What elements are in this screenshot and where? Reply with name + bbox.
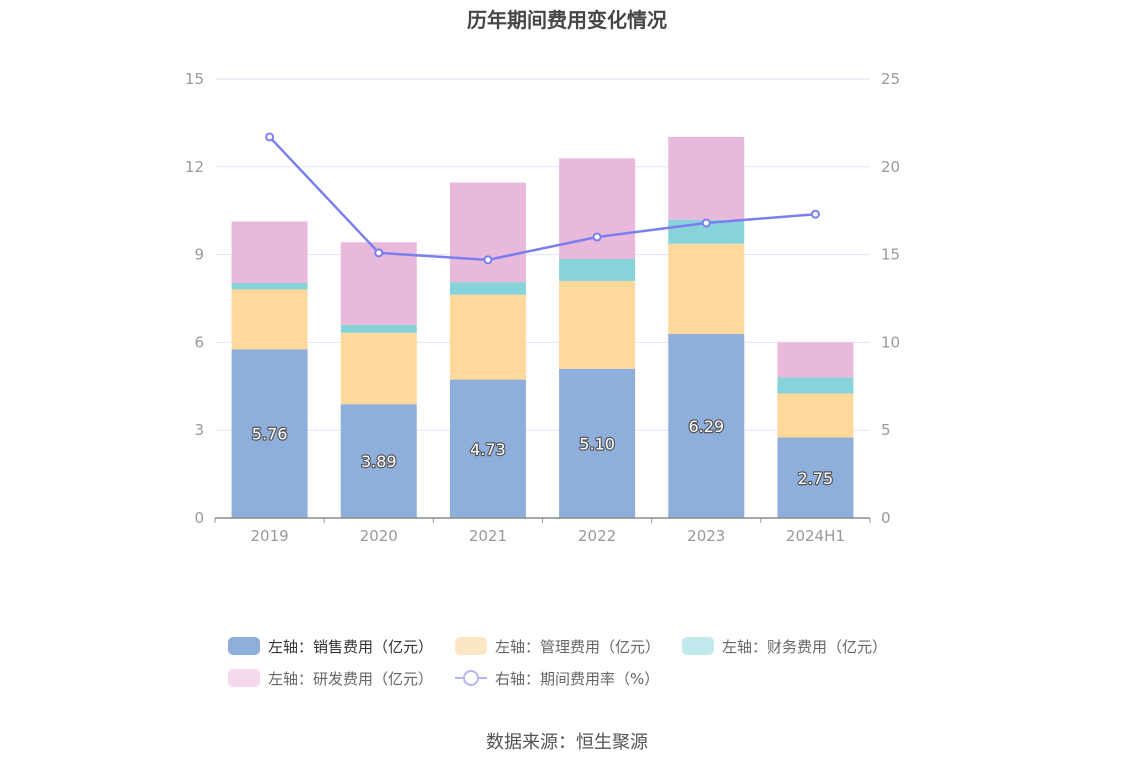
right-axis-tick-label: 0 bbox=[881, 509, 891, 527]
legend-label-rate: 右轴：期间费用率（%） bbox=[495, 669, 660, 688]
legend-swatch-finance bbox=[682, 637, 715, 655]
bar-rd-2019 bbox=[231, 221, 308, 283]
left-axis-tick-label: 9 bbox=[194, 246, 204, 264]
bar-sales-2023 bbox=[668, 333, 745, 518]
legend-swatch-rd bbox=[228, 669, 260, 687]
data-source: 数据来源：恒生聚源 bbox=[486, 732, 648, 753]
x-axis-tick-label: 2023 bbox=[687, 527, 725, 545]
legend-item-rate[interactable]: 右轴：期间费用率（%） bbox=[455, 668, 659, 689]
bar-admin-2020 bbox=[340, 332, 417, 405]
data-label-sales-2019: 5.76 bbox=[252, 425, 288, 444]
line-rate-point-2020 bbox=[374, 248, 384, 258]
data-label-sales-2020: 3.89 bbox=[361, 452, 397, 471]
line-rate-point-2024h1 bbox=[810, 209, 820, 219]
bar-admin-2023 bbox=[668, 243, 745, 334]
legend-item-finance[interactable]: 左轴：财务费用（亿元） bbox=[682, 636, 887, 657]
legend-row-2: 左轴：研发费用（亿元） 右轴：期间费用率（%） bbox=[228, 662, 928, 694]
data-label-sales-2021: 4.73 bbox=[470, 440, 506, 459]
stacked-bar-line-chart: 0 3 6 9 12 15 0 5 10 15 20 25 5.76 2019 3.89 2020 4.73 20… bbox=[185, 70, 900, 545]
right-axis-tick-label: 10 bbox=[881, 333, 900, 351]
right-axis-tick-label: 5 bbox=[881, 421, 891, 439]
bar-admin-2019 bbox=[231, 289, 308, 350]
legend: 左轴：销售费用（亿元） 左轴：管理费用（亿元） 左轴：财务费用（亿元） 左轴：研… bbox=[228, 630, 928, 694]
left-axis-tick-label: 3 bbox=[194, 421, 204, 439]
data-label-sales-2023: 6.29 bbox=[688, 417, 724, 436]
bar-finance-2020 bbox=[340, 324, 417, 333]
bar-finance-2024h1 bbox=[777, 377, 854, 394]
right-axis-tick-label: 20 bbox=[881, 158, 900, 176]
line-rate-point-2022 bbox=[592, 232, 602, 242]
bar-rd-2024h1 bbox=[777, 342, 854, 378]
legend-label-rd: 左轴：研发费用（亿元） bbox=[268, 669, 434, 688]
left-axis-tick-label: 12 bbox=[185, 158, 204, 176]
bar-admin-2024h1 bbox=[777, 393, 854, 438]
bar-finance-2021 bbox=[449, 282, 526, 295]
x-axis-tick-label: 2021 bbox=[469, 527, 507, 545]
line-rate-point-2021 bbox=[483, 255, 493, 265]
legend-row-1: 左轴：销售费用（亿元） 左轴：管理费用（亿元） 左轴：财务费用（亿元） bbox=[228, 630, 928, 662]
line-rate-point-2023 bbox=[701, 218, 711, 228]
chart-title: 历年期间费用变化情况 bbox=[467, 8, 667, 32]
bar-rd-2022 bbox=[559, 158, 636, 259]
bar-admin-2021 bbox=[449, 294, 526, 380]
legend-label-finance: 左轴：财务费用（亿元） bbox=[722, 637, 888, 656]
right-axis-tick-label: 15 bbox=[881, 246, 900, 264]
left-axis-tick-label: 15 bbox=[185, 70, 204, 88]
line-rate bbox=[268, 136, 816, 262]
legend-swatch-admin bbox=[455, 637, 488, 655]
legend-line-icon bbox=[455, 669, 488, 687]
bar-sales-2020 bbox=[340, 404, 417, 518]
left-axis-tick-label: 6 bbox=[194, 333, 204, 351]
right-axis-tick-label: 25 bbox=[881, 70, 900, 88]
legend-item-sales[interactable]: 左轴：销售费用（亿元） bbox=[228, 636, 433, 657]
legend-item-admin[interactable]: 左轴：管理费用（亿元） bbox=[455, 636, 660, 657]
left-axis-tick-label: 0 bbox=[194, 509, 204, 527]
x-axis-tick-label: 2020 bbox=[360, 527, 398, 545]
bar-rd-2021 bbox=[449, 182, 526, 283]
bar-sales-2021 bbox=[449, 379, 526, 518]
x-axis-tick-label: 2024H1 bbox=[786, 527, 845, 545]
legend-label-admin: 左轴：管理费用（亿元） bbox=[495, 637, 661, 656]
legend-label-sales: 左轴：销售费用（亿元） bbox=[268, 637, 434, 656]
x-axis-tick-label: 2022 bbox=[578, 527, 616, 545]
data-label-sales-2024h1: 2.75 bbox=[798, 469, 834, 488]
bar-finance-2019 bbox=[231, 282, 308, 290]
bar-sales-2024h1 bbox=[777, 437, 854, 518]
bar-rd-2023 bbox=[668, 136, 745, 220]
bar-admin-2022 bbox=[559, 280, 636, 369]
legend-item-rd[interactable]: 左轴：研发费用（亿元） bbox=[228, 668, 433, 689]
bar-finance-2022 bbox=[559, 258, 636, 281]
bar-sales-2022 bbox=[559, 368, 636, 518]
x-axis-tick-label: 2019 bbox=[250, 527, 288, 545]
bar-sales-2019 bbox=[231, 349, 308, 518]
line-rate-point-2019 bbox=[265, 132, 275, 142]
data-label-sales-2022: 5.10 bbox=[579, 434, 615, 453]
legend-swatch-sales bbox=[228, 637, 260, 655]
